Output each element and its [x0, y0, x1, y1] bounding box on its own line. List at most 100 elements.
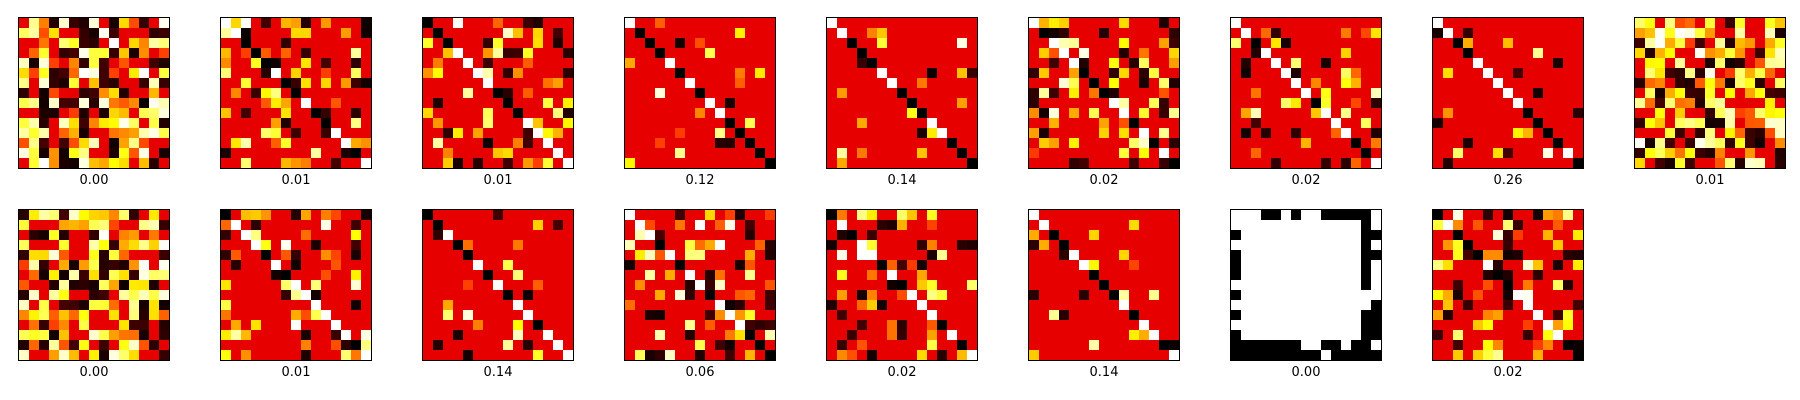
- heatmap-cell: [745, 148, 756, 159]
- heatmap-cell: [1109, 260, 1120, 271]
- heatmap-cell: [1341, 88, 1352, 99]
- heatmap-cell: [1361, 230, 1372, 241]
- heatmap-cell: [1453, 48, 1464, 59]
- heatmap-cell: [1231, 220, 1242, 231]
- heatmap-cell: [1755, 18, 1766, 29]
- heatmap-cell: [1129, 38, 1140, 49]
- heatmap-cell: [1443, 340, 1454, 351]
- heatmap-cell: [1645, 128, 1656, 139]
- heatmap-cell: [655, 280, 666, 291]
- heatmap-cell: [857, 350, 868, 361]
- heatmap-cell: [1351, 28, 1362, 39]
- heatmap-cell: [847, 138, 858, 149]
- heatmap-cell: [1533, 230, 1544, 241]
- heatmap-cell: [119, 48, 130, 59]
- heatmap-cell: [837, 78, 848, 89]
- heatmap-cell: [897, 220, 908, 231]
- heatmap-cell: [837, 230, 848, 241]
- heatmap-cell: [493, 220, 504, 231]
- heatmap-cell: [1371, 210, 1382, 221]
- heatmap-cell: [1755, 148, 1766, 159]
- heatmap-cell: [443, 240, 454, 251]
- heatmap-cell: [1765, 108, 1776, 119]
- heatmap-cell: [1735, 108, 1746, 119]
- heatmap-cell: [1695, 58, 1706, 69]
- heatmap-cell: [331, 138, 342, 149]
- heatmap-cell: [109, 240, 120, 251]
- heatmap-cell: [1119, 68, 1130, 79]
- heatmap-cell: [1251, 310, 1262, 321]
- heatmap-cell: [69, 240, 80, 251]
- heatmap-cell: [967, 128, 978, 139]
- heatmap-cell: [513, 270, 524, 281]
- heatmap-cell: [493, 68, 504, 79]
- heatmap-cell: [705, 108, 716, 119]
- heatmap-cell: [1281, 210, 1292, 221]
- heatmap-cell: [513, 38, 524, 49]
- heatmap-cell: [311, 18, 322, 29]
- heatmap-cell: [1665, 158, 1676, 169]
- heatmap-cell: [1049, 320, 1060, 331]
- heatmap-cell: [1241, 280, 1252, 291]
- heatmap-cell: [695, 68, 706, 79]
- heatmap-cell: [1119, 128, 1130, 139]
- heatmap-cell: [1635, 128, 1646, 139]
- heatmap-cell: [513, 260, 524, 271]
- heatmap-cell: [483, 88, 494, 99]
- heatmap-cell: [443, 18, 454, 29]
- heatmap-cell: [827, 320, 838, 331]
- heatmap-cell: [887, 28, 898, 39]
- heatmap-cell: [735, 230, 746, 241]
- heatmap-cell: [837, 270, 848, 281]
- heatmap-cell: [1503, 280, 1514, 291]
- heatmap-cell: [1149, 28, 1160, 39]
- heatmap-cell: [59, 108, 70, 119]
- heatmap-cell: [1765, 118, 1776, 129]
- heatmap-cell: [473, 158, 484, 169]
- heatmap-cell: [1261, 78, 1272, 89]
- heatmap-cell: [493, 290, 504, 301]
- heatmap-cell: [443, 280, 454, 291]
- heatmap-cell: [1433, 290, 1444, 301]
- heatmap-cell: [1675, 128, 1686, 139]
- heatmap-cell: [1301, 270, 1312, 281]
- heatmap-cell: [1059, 240, 1070, 251]
- heatmap-cell: [1371, 230, 1382, 241]
- heatmap-cell: [483, 320, 494, 331]
- heatmap-cell: [1281, 260, 1292, 271]
- heatmap-cell: [99, 310, 110, 321]
- heatmap-cell: [453, 220, 464, 231]
- heatmap-cell: [927, 340, 938, 351]
- heatmap-cell: [695, 118, 706, 129]
- heatmap-cell: [1493, 310, 1504, 321]
- heatmap-cell: [39, 280, 50, 291]
- heatmap-cell: [1503, 310, 1514, 321]
- heatmap-cell: [937, 118, 948, 129]
- heatmap-cell: [1775, 108, 1786, 119]
- heatmap-cell: [119, 138, 130, 149]
- heatmap-cell: [1453, 98, 1464, 109]
- heatmap-cell: [665, 88, 676, 99]
- heatmap-cell: [967, 88, 978, 99]
- heatmap-cell: [685, 128, 696, 139]
- heatmap-cell: [1321, 220, 1332, 231]
- heatmap-cell: [877, 138, 888, 149]
- heatmap-cell: [1049, 88, 1060, 99]
- heatmap-cell: [261, 18, 272, 29]
- heatmap-cell: [361, 98, 372, 109]
- heatmap-cell: [645, 18, 656, 29]
- heatmap-cell: [1079, 330, 1090, 341]
- heatmap-cell: [261, 240, 272, 251]
- heatmap-cell: [119, 128, 130, 139]
- heatmap-cell: [1533, 108, 1544, 119]
- heatmap-cell: [1351, 158, 1362, 169]
- heatmap-cell: [331, 290, 342, 301]
- heatmap-cell: [1149, 158, 1160, 169]
- heatmap-cell: [321, 230, 332, 241]
- heatmap-cell: [1543, 300, 1554, 311]
- heatmap-cell: [695, 310, 706, 321]
- heatmap-cell: [1533, 260, 1544, 271]
- heatmap-cell: [1149, 118, 1160, 129]
- heatmap-cell: [1563, 108, 1574, 119]
- heatmap-cell: [957, 260, 968, 271]
